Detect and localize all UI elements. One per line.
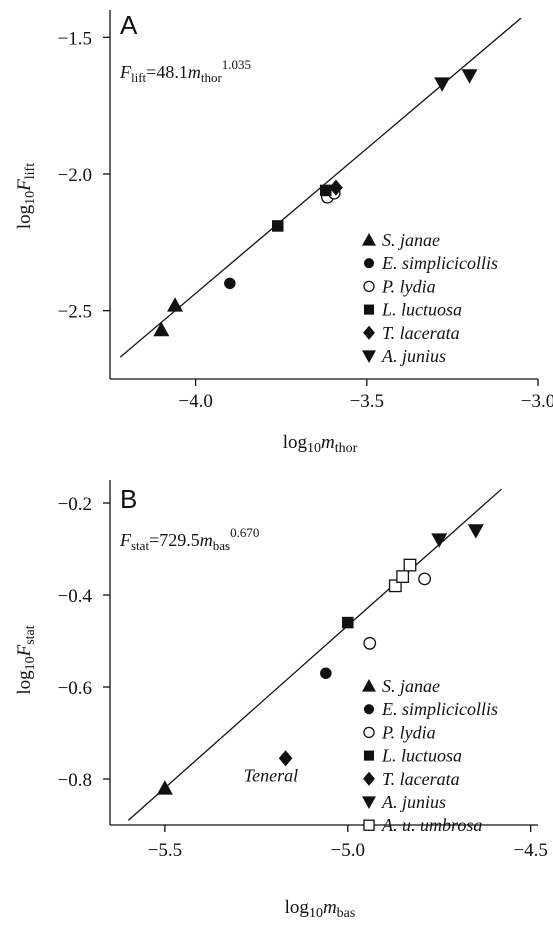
data-point-a-junius bbox=[431, 533, 448, 548]
y-tick-label: −1.5 bbox=[58, 28, 92, 49]
legend-label: A. junius bbox=[381, 346, 446, 366]
y-tick-label: −0.2 bbox=[58, 494, 92, 515]
data-point-s-janae bbox=[167, 297, 184, 312]
data-point-e-simplicicollis bbox=[224, 277, 236, 290]
data-point-a-u-umbrosa bbox=[388, 579, 402, 593]
y-tick-label: −2.0 bbox=[58, 165, 92, 186]
panel-a: −2.5 −2.0 −1.5 −4.0 −3.5 −3.0 A Flift=48.1mthor… bbox=[14, 10, 553, 456]
y-tick-label: −2.5 bbox=[58, 302, 92, 323]
x-tick-label: −3.0 bbox=[521, 391, 553, 412]
data-point-p-lydia bbox=[418, 572, 432, 586]
x-axis-title: log10mbas bbox=[285, 897, 356, 921]
legend-marker-a-junius bbox=[362, 796, 376, 809]
fit-equation: Flift=48.1mthor1.035 bbox=[119, 57, 251, 85]
y-axis-title: log10Flift bbox=[14, 163, 38, 229]
legend-label: T. lacerata bbox=[382, 323, 460, 343]
data-point-e-simplicicollis bbox=[320, 667, 332, 679]
legend-marker-s-janae bbox=[362, 679, 376, 692]
legend-marker-p-lydia bbox=[363, 726, 375, 739]
x-tick-label: −4.0 bbox=[178, 391, 212, 412]
legend-marker-e-simplicicollis bbox=[363, 258, 375, 269]
legend-label: E. simplicicollis bbox=[381, 699, 498, 719]
legend: S. janae E. simplicicollis P. lydia L. luct… bbox=[362, 230, 498, 366]
legend-marker-l-luctuosa bbox=[363, 304, 375, 315]
y-tick-label: −0.6 bbox=[58, 678, 92, 699]
x-tick-label: −5.0 bbox=[331, 840, 365, 861]
data-point-s-janae bbox=[156, 780, 173, 795]
data-point-p-lydia bbox=[363, 636, 377, 650]
x-axis-title: log10mthor bbox=[283, 432, 358, 456]
data-point-l-luctuosa bbox=[342, 616, 354, 629]
legend-label: S. janae bbox=[382, 676, 440, 696]
x-tick-label: −3.5 bbox=[350, 391, 384, 412]
legend-marker-a-u-umbrosa bbox=[363, 819, 375, 831]
y-axis-title: log10Fstat bbox=[14, 625, 38, 694]
legend-label: T. lacerata bbox=[382, 769, 460, 789]
data-point-s-janae bbox=[153, 321, 170, 337]
panel-b: −0.8 −0.6 −0.4 −0.2 −5.5 −5.0 −4.5 Teneral B Fsta… bbox=[14, 480, 548, 921]
legend-label: L. luctuosa bbox=[381, 746, 462, 766]
legend-label: A. junius bbox=[381, 792, 446, 812]
data-point-a-u-umbrosa bbox=[403, 558, 417, 572]
panel-label: B bbox=[120, 484, 137, 514]
legend-marker-s-janae bbox=[362, 233, 376, 246]
legend: S. janae E. simplicicollis P. lydia L. luct… bbox=[362, 676, 498, 835]
legend-marker-e-simplicicollis bbox=[363, 704, 375, 715]
legend-label: A. u. umbrosa bbox=[381, 815, 482, 835]
legend-marker-t-lacerata bbox=[363, 771, 375, 786]
data-point-l-luctuosa bbox=[272, 220, 284, 232]
data-point-a-junius bbox=[434, 77, 451, 92]
legend-label: E. simplicicollis bbox=[381, 253, 498, 273]
fit-equation: Fstat=729.5mbas0.670 bbox=[119, 525, 259, 553]
data-point-a-junius bbox=[461, 69, 478, 84]
legend-marker-a-junius bbox=[362, 350, 376, 363]
x-tick-label: −5.5 bbox=[148, 840, 182, 861]
y-tick-label: −0.4 bbox=[58, 586, 93, 607]
legend-label: P. lydia bbox=[381, 276, 436, 296]
legend-marker-l-luctuosa bbox=[363, 750, 375, 761]
x-tick-label: −4.5 bbox=[513, 840, 547, 861]
y-tick-label: −0.8 bbox=[58, 770, 92, 791]
data-point-t-lacerata bbox=[329, 179, 343, 196]
legend-marker-t-lacerata bbox=[363, 325, 375, 340]
data-point-t-lacerata bbox=[278, 750, 293, 767]
panel-label: A bbox=[120, 10, 138, 40]
data-point-a-u-umbrosa bbox=[396, 570, 410, 584]
legend-label: L. luctuosa bbox=[381, 300, 462, 320]
data-point-a-junius bbox=[467, 524, 484, 539]
data-point-l-luctuosa bbox=[319, 184, 332, 197]
legend-marker-p-lydia bbox=[363, 280, 375, 293]
annotation-label: Teneral bbox=[244, 765, 298, 785]
legend-label: P. lydia bbox=[381, 722, 436, 742]
legend-label: S. janae bbox=[382, 230, 440, 250]
